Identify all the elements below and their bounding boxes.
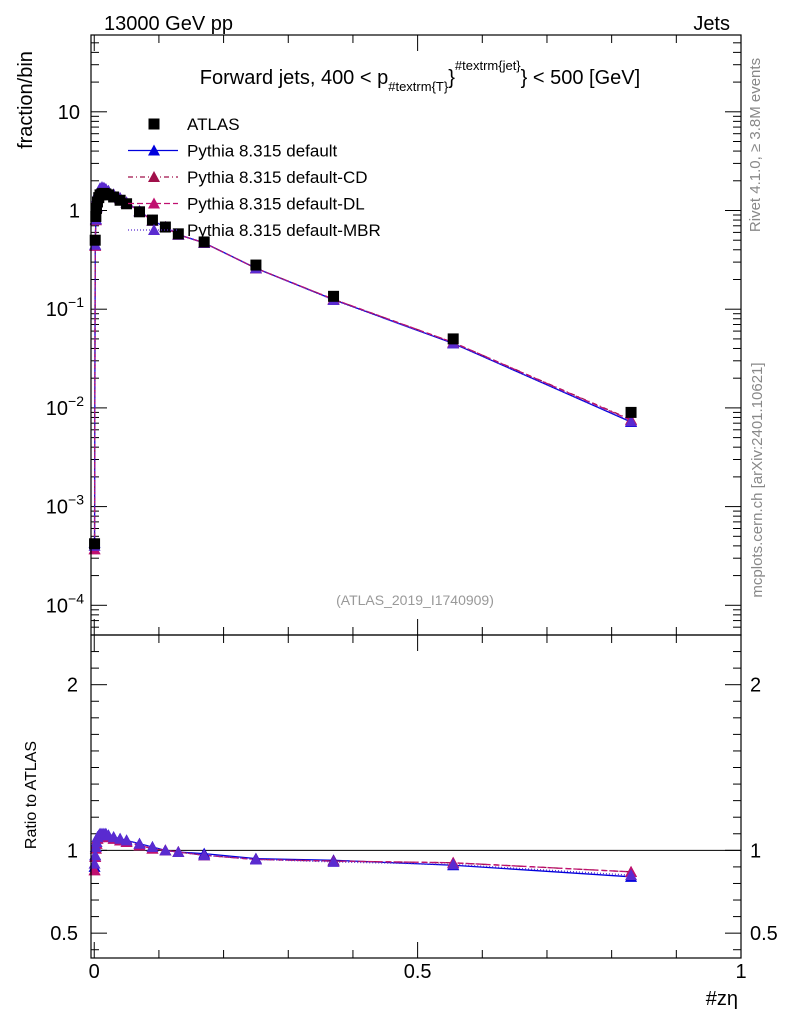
ratio-y-tick-label-right: 2 <box>750 675 761 697</box>
point-atlas <box>159 221 171 233</box>
point-atlas <box>90 210 102 222</box>
chart-title-main: Forward jets, 400 < p <box>200 67 388 89</box>
point-atlas <box>447 333 459 345</box>
main-ylabel: fraction/bin <box>15 51 37 149</box>
point-atlas <box>134 206 146 218</box>
point-atlas <box>89 234 101 246</box>
ratio-ylabel: Ratio to ATLAS <box>23 741 40 849</box>
ratio-point-mbr <box>625 869 638 881</box>
legend-marker-default <box>148 144 160 156</box>
ratio-point-mbr <box>146 841 159 853</box>
ratio-point-mbr <box>198 849 211 861</box>
legend-label-default: Pythia 8.315 default <box>187 142 338 161</box>
legend-label-dl: Pythia 8.315 default-DL <box>187 195 365 214</box>
legend-label-atlas: ATLAS <box>187 115 240 134</box>
point-atlas <box>146 214 158 226</box>
header-right: Jets <box>693 13 730 35</box>
ratio-point-mbr <box>89 849 102 861</box>
main-y-tick-label: 10−2 <box>46 393 84 420</box>
ratio-point-mbr <box>120 834 133 846</box>
point-atlas <box>198 236 210 248</box>
point-atlas <box>121 198 133 210</box>
x-tick-label: 0.5 <box>404 961 432 983</box>
point-atlas <box>90 202 102 214</box>
ratio-y-tick-label-right: 1 <box>750 840 761 862</box>
x-axis-label: #zη <box>706 988 738 1010</box>
point-atlas <box>114 194 126 206</box>
ratio-point-mbr <box>172 845 185 857</box>
series-line-cd <box>93 187 632 550</box>
main-series <box>88 181 638 555</box>
legend-label-cd: Pythia 8.315 default-CD <box>187 168 368 187</box>
legend-label-mbr: Pythia 8.315 default-MBR <box>187 221 381 240</box>
point-atlas <box>625 406 637 418</box>
point-atlas <box>108 191 120 203</box>
point-atlas <box>328 290 340 302</box>
legend-marker-atlas <box>148 118 160 130</box>
ratio-y-tick-label-left: 0.5 <box>50 923 78 945</box>
ratio-y-tick-label-left: 2 <box>67 675 78 697</box>
main-y-tick-label: 10−4 <box>46 590 84 617</box>
main-panel: 10 1 10−1 10−2 10−3 10−4 fraction/bin Forward… <box>15 34 742 636</box>
series-line-default <box>93 186 632 543</box>
chart-title-tail: } < 500 [GeV] <box>521 67 641 89</box>
main-y-tick-label: 10 <box>58 102 80 124</box>
main-y-tick-label: 10−3 <box>46 492 84 519</box>
legend-marker-cd <box>148 171 160 182</box>
ratio-frame <box>90 634 742 959</box>
point-atlas <box>89 538 101 550</box>
rivet-label: Rivet 4.1.0, ≥ 3.8M events <box>747 58 764 232</box>
ratio-point-mbr <box>159 844 172 856</box>
point-atlas <box>250 259 262 271</box>
series-line-mbr <box>93 186 632 546</box>
main-y-tick-label: 10−1 <box>46 294 84 321</box>
legend-marker-mbr <box>148 224 160 235</box>
ratio-y-tick-label-left: 1 <box>67 840 78 862</box>
ratio-point-mbr <box>447 858 460 870</box>
chart-title-sub: #textrm{T} <box>388 79 449 94</box>
legend-marker-dl <box>148 197 160 209</box>
point-atlas <box>172 228 184 240</box>
mcplots-label: mcplots.cern.ch [arXiv:2401.10621] <box>749 362 766 597</box>
main-y-tick-label: 1 <box>69 200 80 222</box>
x-tick-label: 1 <box>735 961 746 983</box>
header-left: 13000 GeV pp <box>104 13 233 35</box>
point-mbr <box>625 415 638 427</box>
ratio-point-mbr <box>133 837 146 849</box>
ratio-point-mbr <box>327 855 340 867</box>
ratio-point-mbr <box>249 853 262 865</box>
chart-title-sup: #textrm{jet} <box>455 58 521 73</box>
main-ticks: 10 1 10−1 10−2 10−3 10−4 <box>46 34 742 636</box>
series-line-dl <box>93 187 632 550</box>
chart-title: Forward jets, 400 < p#textrm{T}}#textrm{… <box>200 58 640 94</box>
legend: ATLAS Pythia 8.315 default Pythia 8.315 de… <box>128 115 381 240</box>
x-tick-label: 0 <box>89 961 100 983</box>
watermark: (ATLAS_2019_I1740909) <box>336 592 494 608</box>
ratio-y-tick-label-right: 0.5 <box>750 923 778 945</box>
ratio-ticks: 0.5 0.51 12 20 0.5 1 <box>50 635 778 983</box>
ratio-series <box>88 827 638 882</box>
ratio-panel: 0.5 0.51 12 20 0.5 1 Ratio to ATLAS #zη <box>23 634 778 1010</box>
chart-title-brace: } <box>448 67 455 89</box>
